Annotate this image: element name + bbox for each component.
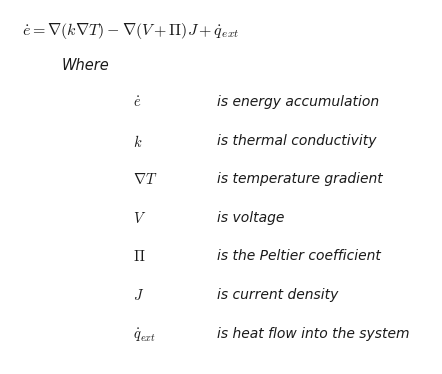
Text: is energy accumulation: is energy accumulation [217, 95, 379, 109]
Text: Where: Where [62, 58, 110, 73]
Text: $\dot{e}$: $\dot{e}$ [133, 95, 141, 110]
Text: $\dot{q}_{ext}$: $\dot{q}_{ext}$ [133, 327, 156, 344]
Text: $V$: $V$ [133, 211, 146, 226]
Text: $k$: $k$ [133, 134, 142, 150]
Text: $J$: $J$ [133, 288, 144, 303]
Text: is temperature gradient: is temperature gradient [217, 172, 382, 186]
Text: is voltage: is voltage [217, 211, 284, 225]
Text: $\nabla T$: $\nabla T$ [133, 172, 157, 187]
Text: is heat flow into the system: is heat flow into the system [217, 327, 409, 340]
Text: is current density: is current density [217, 288, 338, 302]
Text: $\Pi$: $\Pi$ [133, 249, 145, 264]
Text: $\dot{e} = \nabla(k\nabla T) - \nabla(V + \mathrm{\Pi})J + \dot{q}_{ext}$: $\dot{e} = \nabla(k\nabla T) - \nabla(V … [22, 21, 239, 40]
Text: is thermal conductivity: is thermal conductivity [217, 134, 376, 148]
Text: is the Peltier coefficient: is the Peltier coefficient [217, 249, 381, 263]
